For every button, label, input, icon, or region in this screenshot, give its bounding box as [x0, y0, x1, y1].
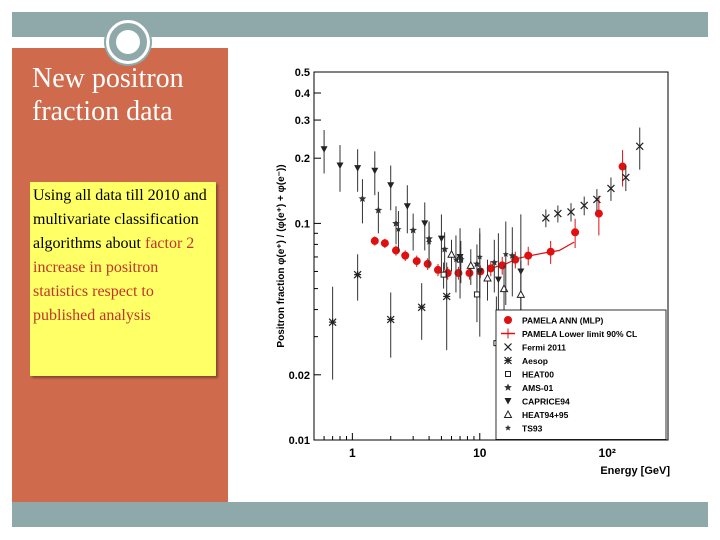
series-pamela-lower-limit-90-cl-line	[490, 241, 575, 269]
series-pamela-ann-mlp-point	[465, 269, 474, 278]
legend-marker	[504, 398, 512, 405]
series-ts93-point	[476, 253, 483, 260]
series-caprice94-point	[354, 165, 362, 172]
legend-box	[495, 309, 667, 440]
series-ams-01-point	[457, 255, 465, 263]
series-pamela-ann-mlp-point	[401, 251, 410, 260]
series-fermi-2011-point	[553, 209, 562, 218]
series-heat94-95-point	[483, 273, 492, 282]
positron-fraction-chart: 0.5 0.4 0.3 0.2 0.1 0.02 0.01 1 10 10² Energy [GeV…	[276, 67, 670, 477]
y-tick-label: 0.02	[289, 370, 310, 382]
series-pamela-ann-mlp-point	[370, 236, 379, 245]
series-fermi-2011-point	[635, 142, 644, 151]
series-caprice94-point	[387, 182, 395, 189]
series-ams-01-point	[409, 226, 417, 234]
series-caprice94-point	[421, 220, 429, 227]
series-ams-01-point	[490, 258, 499, 266]
legend-label: TS93	[522, 424, 543, 434]
slide-title: New positron fraction data	[32, 63, 184, 127]
series-ams-01-point	[440, 245, 449, 253]
legend-label: Aesop	[522, 356, 548, 366]
y-tick-label: 0.2	[295, 153, 310, 165]
series-ams-01-point	[374, 206, 383, 214]
ring-ornament-icon	[106, 20, 150, 64]
series-heat94-95-point	[499, 284, 509, 293]
x-tick-label: 10	[473, 446, 487, 460]
series-ts93-point	[452, 256, 459, 263]
y-tick-label: 0.01	[289, 435, 310, 447]
series-heat94-95-point	[516, 289, 526, 298]
series-ams-01-point	[358, 194, 367, 202]
series-heat94-95-point	[447, 249, 456, 258]
series-aesop-point	[353, 270, 362, 279]
series-caprice94-point	[336, 162, 344, 170]
x-tick-label: 10²	[599, 446, 616, 460]
series-caprice94-point	[437, 235, 445, 243]
series-fermi-2011-point	[621, 173, 630, 182]
series-aesop-point	[328, 318, 337, 327]
legend-label: HEAT00	[522, 370, 554, 380]
series-heat00-point	[440, 271, 447, 278]
plot-frame	[313, 71, 669, 441]
series-fermi-2011-point	[541, 213, 550, 222]
series-fermi-2011-point	[607, 184, 615, 193]
series-caprice94-point	[403, 203, 411, 210]
legend-label: HEAT94+95	[522, 410, 569, 420]
series-ts93-point	[426, 238, 433, 245]
series-fermi-2011-point	[592, 195, 601, 204]
legend-marker	[504, 343, 512, 351]
series-heat94-95-point	[466, 260, 476, 269]
series-fermi-2011-point	[567, 207, 575, 216]
legend-label: AMS-01	[522, 383, 553, 393]
series-ts93-point	[502, 251, 509, 257]
series-ams-01-point	[473, 259, 481, 268]
legend-marker	[504, 383, 512, 391]
series-heat00-point	[473, 291, 480, 298]
y-tick-label: 0.5	[295, 67, 310, 79]
series-pamela-ann-mlp-point	[594, 209, 603, 218]
x-axis-label: Energy [GeV]	[600, 465, 670, 477]
series-aesop-point	[386, 315, 395, 324]
series-ams-01-point	[392, 219, 400, 227]
series-pamela-ann-mlp-point	[380, 239, 389, 248]
legend-label: Fermi 2011	[522, 343, 566, 353]
legend-marker	[503, 409, 513, 418]
series-caprice94-point	[494, 276, 502, 284]
series-pamela-ann-mlp-point	[412, 257, 421, 266]
bottom-bar	[12, 502, 708, 527]
series-pamela-ann-mlp-point	[486, 264, 495, 273]
callout-text-red: factor 2 increase in positron statistics…	[33, 235, 195, 324]
legend-marker	[505, 424, 511, 431]
series-pamela-ann-mlp-point	[618, 162, 627, 171]
y-axis-label: Positron fraction φ(e⁺) / (φ(e⁺) + φ(e⁻)…	[276, 164, 287, 347]
series-caprice94-point	[456, 253, 464, 261]
series-caprice94-point	[371, 167, 379, 175]
y-tick-label: 0.3	[295, 115, 310, 127]
series-aesop-point	[417, 303, 426, 312]
y-tick-label: 0.4	[295, 88, 311, 100]
legend-marker	[504, 316, 512, 324]
legend-marker	[504, 356, 512, 365]
y-tick-label: 0.1	[295, 218, 310, 230]
text-callout: Using all data till 2010 and multivariat…	[30, 182, 216, 376]
callout-text-black: Using all data till 2010 and multivariat…	[33, 187, 207, 252]
legend-label: PAMELA ANN (MLP)	[522, 316, 604, 326]
series-aesop-point	[442, 292, 451, 301]
series-pamela-ann-mlp-point	[571, 228, 580, 237]
series-pamela-ann-mlp-point	[423, 259, 432, 268]
series-pamela-ann-mlp-point	[433, 265, 442, 274]
series-caprice94-point	[320, 146, 328, 153]
x-tick-label: 1	[349, 446, 356, 460]
legend-label: CAPRICE94	[522, 397, 570, 407]
series-fermi-2011-point	[580, 201, 589, 210]
legend-marker	[505, 371, 511, 377]
legend-label: PAMELA Lower limit 90% CL	[522, 329, 637, 339]
series-ts93-point	[395, 226, 402, 232]
series-ams-01-point	[508, 251, 517, 259]
